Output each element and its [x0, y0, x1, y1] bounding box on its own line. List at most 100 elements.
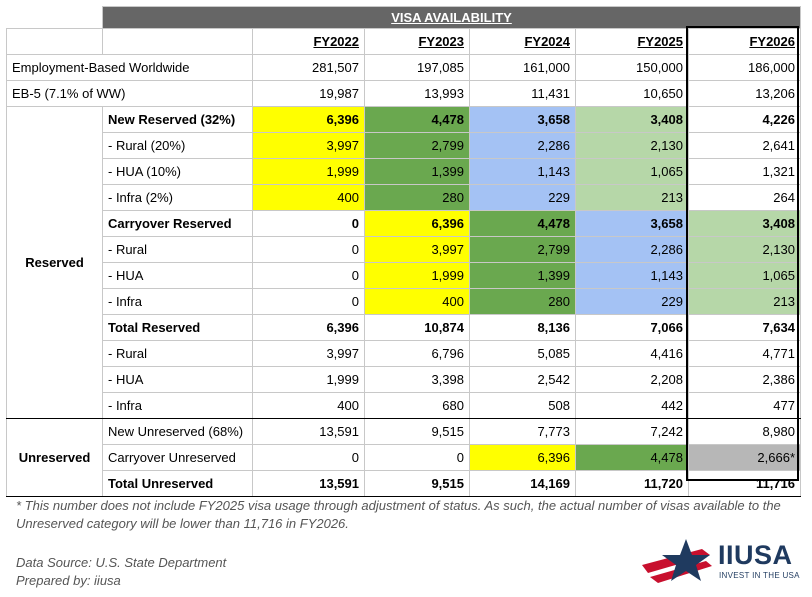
- value-cell: 7,242: [575, 418, 689, 445]
- value-cell: 400: [252, 184, 365, 211]
- value-cell: 4,771: [688, 340, 801, 367]
- value-cell: 4,416: [575, 340, 689, 367]
- value-cell: 4,478: [364, 106, 470, 133]
- value-cell: 0: [252, 262, 365, 289]
- new-unreserved-row: Unreserved New Unreserved (68%) 13,591 9…: [6, 418, 801, 497]
- blank-cell: [6, 28, 103, 55]
- value-cell: 2,799: [469, 236, 576, 263]
- row-label: - Rural: [102, 236, 253, 263]
- table-title: VISA AVAILABILITY: [102, 6, 801, 29]
- year-header-row: FY2022 FY2023 FY2024 FY2025 FY2026: [6, 28, 801, 55]
- value-cell: 229: [575, 288, 689, 315]
- table-title-row: VISA AVAILABILITY: [7, 6, 801, 29]
- value-cell: 1,065: [575, 158, 689, 185]
- value-cell: 11,720: [575, 470, 689, 497]
- eb5-row: EB-5 (7.1% of WW) 19,987 13,993 11,431 1…: [6, 80, 801, 107]
- year-header-fy2023: FY2023: [364, 28, 470, 55]
- value-cell: 161,000: [469, 54, 576, 81]
- value-cell: 3,658: [469, 106, 576, 133]
- value-cell: 680: [364, 392, 470, 419]
- value-cell: 13,993: [364, 80, 470, 107]
- value-cell: 1,143: [575, 262, 689, 289]
- value-cell: 2,130: [688, 236, 801, 263]
- value-cell: 3,658: [575, 210, 689, 237]
- row-label: EB-5 (7.1% of WW): [6, 80, 253, 107]
- value-cell: 8,136: [469, 314, 576, 341]
- new-reserved-rural-row: - Rural (20%) 3,997 2,799 2,286 2,130 2,…: [7, 132, 801, 159]
- value-cell: 3,408: [575, 106, 689, 133]
- value-cell: 1,399: [364, 158, 470, 185]
- logo-wordmark: IIUSA: [718, 540, 793, 570]
- row-label: - Infra: [102, 288, 253, 315]
- total-reserved-rural-row: - Rural 3,997 6,796 5,085 4,416 4,771: [7, 340, 801, 367]
- value-cell: 1,143: [469, 158, 576, 185]
- row-label: Total Reserved: [102, 314, 253, 341]
- carryover-reserved-hua-row: - HUA 0 1,999 1,399 1,143 1,065: [7, 262, 801, 289]
- year-header-fy2022: FY2022: [252, 28, 365, 55]
- new-reserved-row: Reserved New Reserved (32%) 6,396 4,478 …: [6, 106, 801, 419]
- value-cell: 6,396: [252, 106, 365, 133]
- value-cell: 2,799: [364, 132, 470, 159]
- value-cell: 2,286: [469, 132, 576, 159]
- value-cell: 6,396: [364, 210, 470, 237]
- value-cell: 1,999: [252, 366, 365, 393]
- value-cell: 3,997: [252, 132, 365, 159]
- value-cell: 1,999: [364, 262, 470, 289]
- year-header-fy2026: FY2026: [688, 28, 801, 55]
- value-cell: 7,066: [575, 314, 689, 341]
- value-cell: 0: [252, 236, 365, 263]
- reserved-group-label: Reserved: [6, 106, 103, 419]
- value-cell: 7,773: [469, 418, 576, 445]
- row-label: Employment-Based Worldwide: [6, 54, 253, 81]
- row-label: Carryover Unreserved: [102, 444, 253, 471]
- value-cell: 2,641: [688, 132, 801, 159]
- value-cell: 6,796: [364, 340, 470, 367]
- value-cell: 0: [252, 210, 365, 237]
- value-cell: 3,997: [364, 236, 470, 263]
- value-cell: 13,206: [688, 80, 801, 107]
- total-reserved-infra-row: - Infra 400 680 508 442 477: [7, 392, 801, 419]
- value-cell: 229: [469, 184, 576, 211]
- value-cell: 3,408: [688, 210, 801, 237]
- value-cell: 10,650: [575, 80, 689, 107]
- value-cell: 2,386: [688, 366, 801, 393]
- prepared-by: Prepared by: iiusa: [16, 573, 121, 588]
- carryover-unreserved-row: Carryover Unreserved 0 0 6,396 4,478 2,6…: [7, 444, 801, 471]
- value-cell: 3,997: [252, 340, 365, 367]
- row-label: - HUA: [102, 366, 253, 393]
- iiusa-logo: [642, 539, 712, 583]
- visa-availability-table: VISA AVAILABILITY FY2022 FY2023 FY2024 F…: [6, 6, 801, 497]
- value-cell: 2,542: [469, 366, 576, 393]
- value-cell: 7,634: [688, 314, 801, 341]
- value-cell: 0: [364, 444, 470, 471]
- value-cell: 2,666*: [688, 444, 801, 471]
- row-label: - Rural (20%): [102, 132, 253, 159]
- row-label: - HUA (10%): [102, 158, 253, 185]
- value-cell: 280: [469, 288, 576, 315]
- value-cell: 14,169: [469, 470, 576, 497]
- value-cell: 477: [688, 392, 801, 419]
- value-cell: 400: [252, 392, 365, 419]
- worldwide-row: Employment-Based Worldwide 281,507 197,0…: [6, 54, 801, 81]
- total-reserved-row: Total Reserved 6,396 10,874 8,136 7,066 …: [7, 314, 801, 341]
- total-unreserved-row: Total Unreserved 13,591 9,515 14,169 11,…: [7, 470, 801, 497]
- value-cell: 186,000: [688, 54, 801, 81]
- year-header-fy2024: FY2024: [469, 28, 576, 55]
- value-cell: 0: [252, 444, 365, 471]
- data-source: Data Source: U.S. State Department: [16, 555, 227, 570]
- value-cell: 11,431: [469, 80, 576, 107]
- value-cell: 0: [252, 288, 365, 315]
- carryover-reserved-row: Carryover Reserved 0 6,396 4,478 3,658 3…: [7, 210, 801, 237]
- value-cell: 2,130: [575, 132, 689, 159]
- value-cell: 19,987: [252, 80, 365, 107]
- value-cell: 197,085: [364, 54, 470, 81]
- new-reserved-infra-row: - Infra (2%) 400 280 229 213 264: [7, 184, 801, 211]
- value-cell: 9,515: [364, 470, 470, 497]
- year-header-fy2025: FY2025: [575, 28, 689, 55]
- value-cell: 4,478: [469, 210, 576, 237]
- value-cell: 3,398: [364, 366, 470, 393]
- row-label: New Reserved (32%): [102, 106, 253, 133]
- unreserved-group-label: Unreserved: [6, 418, 103, 497]
- value-cell: 13,591: [252, 418, 365, 445]
- row-label: Total Unreserved: [102, 470, 253, 497]
